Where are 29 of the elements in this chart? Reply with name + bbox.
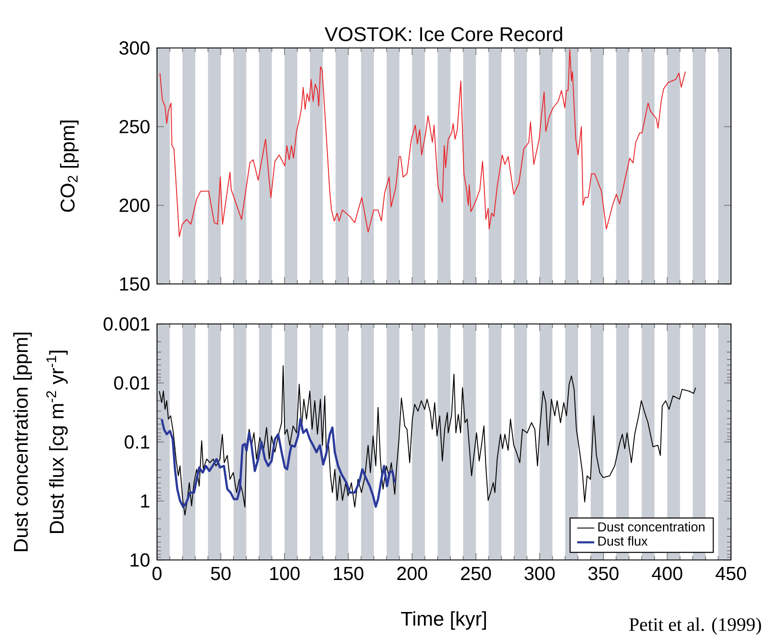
- x-tick-label: 100: [270, 566, 300, 580]
- x-tick-label: 200: [397, 566, 428, 580]
- text: Dust flux [cg m$^{-2}$ yr$^{-1}$]: [46, 350, 68, 533]
- x-tick-label: 0: [152, 566, 162, 580]
- y-tick-label: 0.1: [124, 435, 150, 449]
- y-tick-label: 250: [120, 120, 150, 134]
- chart-title: VOSTOK: Ice Core Record: [324, 26, 562, 42]
- x-tick-label: 450: [716, 566, 746, 580]
- y-axis-title: CO$_{2}$ [ppm]: [60, 120, 79, 212]
- y-tick-label: 200: [120, 198, 150, 212]
- x-tick-label: 350: [588, 566, 618, 580]
- x-tick-label: 400: [652, 566, 682, 580]
- y-tick-label: 0.01: [114, 376, 150, 390]
- x-tick-label: 50: [211, 566, 231, 580]
- line-series: [160, 418, 396, 508]
- x-axis-title: Time [kyr]: [401, 611, 486, 630]
- x-tick-label: 250: [461, 566, 491, 580]
- legend-label: Dust flux: [598, 536, 648, 546]
- x-tick-label: 300: [524, 566, 555, 580]
- legend-label: Dust concentration: [598, 522, 704, 532]
- text: Petit et al. (1999): [629, 618, 761, 635]
- line-series: [159, 49, 686, 238]
- y-axis-title: Dust concentration [ppm]: [13, 332, 32, 552]
- y-tick-label: 0.001: [104, 317, 150, 331]
- y-tick-label: 300: [119, 41, 150, 55]
- x-tick-label: 150: [334, 566, 364, 580]
- y-tick-label: 1: [141, 494, 150, 508]
- y-tick-label: 150: [120, 277, 150, 291]
- y-tick-label: 10: [130, 553, 150, 567]
